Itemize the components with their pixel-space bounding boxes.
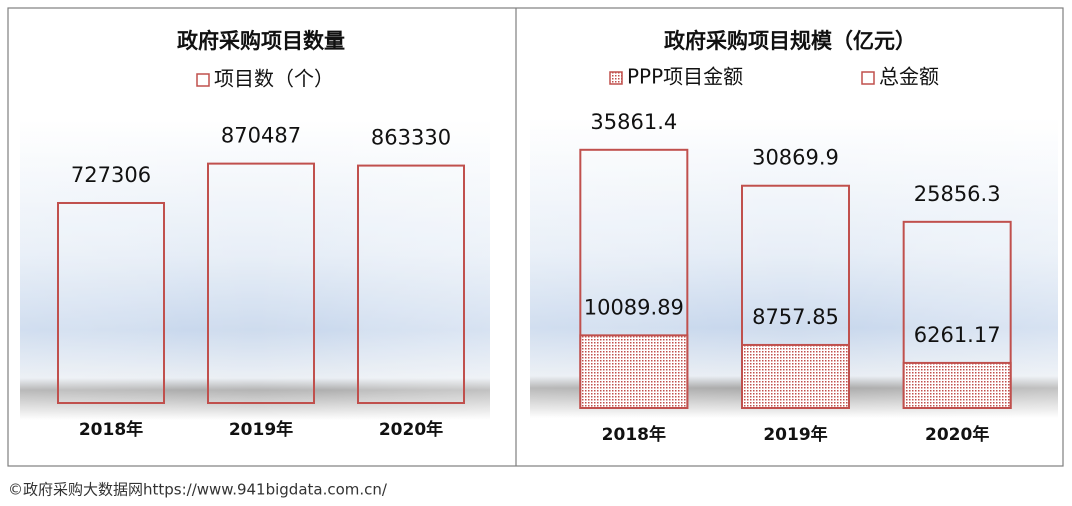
x-tick-label: 2019年: [763, 424, 827, 445]
x-tick-label: 2018年: [79, 419, 143, 440]
x-tick-label: 2020年: [925, 424, 989, 445]
legend-swatch: [196, 73, 210, 87]
data-label: 727306: [71, 163, 151, 187]
data-label: 25856.3: [914, 182, 1001, 206]
data-label: 10089.89: [584, 295, 684, 319]
legend-label: 总金额: [879, 65, 939, 89]
bar: [57, 201, 165, 404]
data-label: 35861.4: [590, 110, 677, 134]
bar: [579, 334, 689, 409]
footer: ©政府采购大数据网https://www.941bigdata.com.cn/: [8, 481, 388, 499]
bar: [357, 164, 465, 404]
x-tick-label: 2020年: [379, 419, 443, 440]
legend-label: PPP项目金额: [627, 65, 743, 89]
bar: [902, 361, 1012, 410]
x-tick-label: 2018年: [602, 424, 666, 445]
chart-title: 政府采购项目数量: [177, 29, 345, 53]
data-label: 8757.85: [752, 305, 839, 329]
legend-label: 项目数（个）: [214, 67, 334, 91]
legend-swatch: [609, 71, 623, 85]
bar: [741, 343, 850, 409]
x-tick-label: 2019年: [229, 419, 293, 440]
data-label: 863330: [371, 126, 451, 150]
frame: [7, 7, 1064, 467]
data-label: 30869.9: [752, 146, 839, 170]
plot-background: [20, 120, 490, 420]
chart-title: 政府采购项目规模（亿元）: [664, 29, 916, 53]
legend-swatch: [861, 71, 875, 85]
bar: [207, 162, 315, 404]
data-label: 870487: [221, 124, 301, 148]
data-label: 6261.17: [914, 323, 1001, 347]
